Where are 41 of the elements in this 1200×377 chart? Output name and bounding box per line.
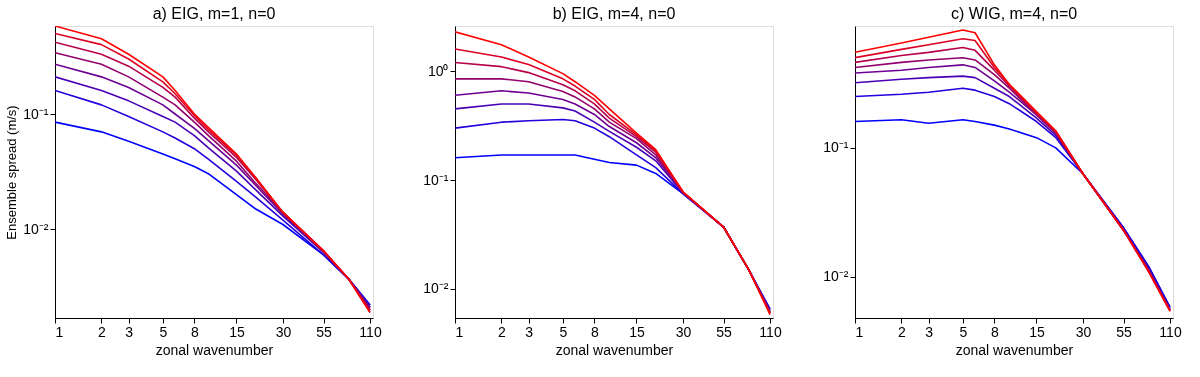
x-tick-label: 55	[1116, 323, 1133, 340]
x-tick-label: 3	[925, 323, 934, 340]
x-tick-label: 3	[525, 323, 534, 340]
x-tick-label: 5	[959, 323, 968, 340]
x-tick-label: 2	[898, 323, 907, 340]
y-tick-label: 10⁻¹	[823, 139, 849, 156]
x-tick-label: 15	[229, 323, 245, 340]
x-tick-label: 8	[190, 323, 199, 340]
x-tick-label: 110	[1159, 323, 1182, 340]
x-tick-label: 8	[590, 323, 599, 340]
x-tick-label: 15	[1029, 323, 1045, 340]
y-tick-label: 10⁻²	[423, 280, 449, 297]
x-tick-label: 110	[759, 323, 782, 340]
x-axis-title: zonal wavenumber	[555, 341, 674, 358]
x-tick-label: 15	[629, 323, 645, 340]
chart-title: b) EIG, m=4, n=0	[552, 5, 676, 22]
y-tick-label: 10⁻²	[23, 220, 49, 237]
x-tick-label: 3	[125, 323, 134, 340]
x-tick-label: 5	[159, 323, 168, 340]
y-tick-label: 10⁻²	[823, 268, 849, 285]
x-tick-label: 8	[990, 323, 999, 340]
x-tick-label: 30	[675, 323, 692, 340]
x-tick-label: 1	[855, 323, 864, 340]
x-tick-label: 30	[275, 323, 292, 340]
chart-title: c) WIG, m=4, n=0	[950, 5, 1078, 22]
x-tick-label: 1	[55, 323, 64, 340]
x-tick-label: 1	[455, 323, 464, 340]
y-tick-label: 10⁰	[427, 62, 449, 79]
x-tick-label: 30	[1075, 323, 1092, 340]
x-tick-label: 110	[359, 323, 382, 340]
x-tick-label: 5	[559, 323, 568, 340]
y-axis-title: Ensemble spread (m/s)	[4, 105, 20, 240]
y-tick-label: 10⁻¹	[423, 171, 449, 188]
x-tick-label: 55	[316, 323, 333, 340]
x-tick-label: 2	[498, 323, 507, 340]
x-axis-title: zonal wavenumber	[955, 341, 1074, 358]
x-tick-label: 55	[716, 323, 733, 340]
chart-title: a) EIG, m=1, n=0	[152, 5, 276, 22]
y-tick-label: 10⁻¹	[23, 105, 49, 122]
x-tick-label: 2	[98, 323, 107, 340]
x-axis-title: zonal wavenumber	[155, 341, 274, 358]
